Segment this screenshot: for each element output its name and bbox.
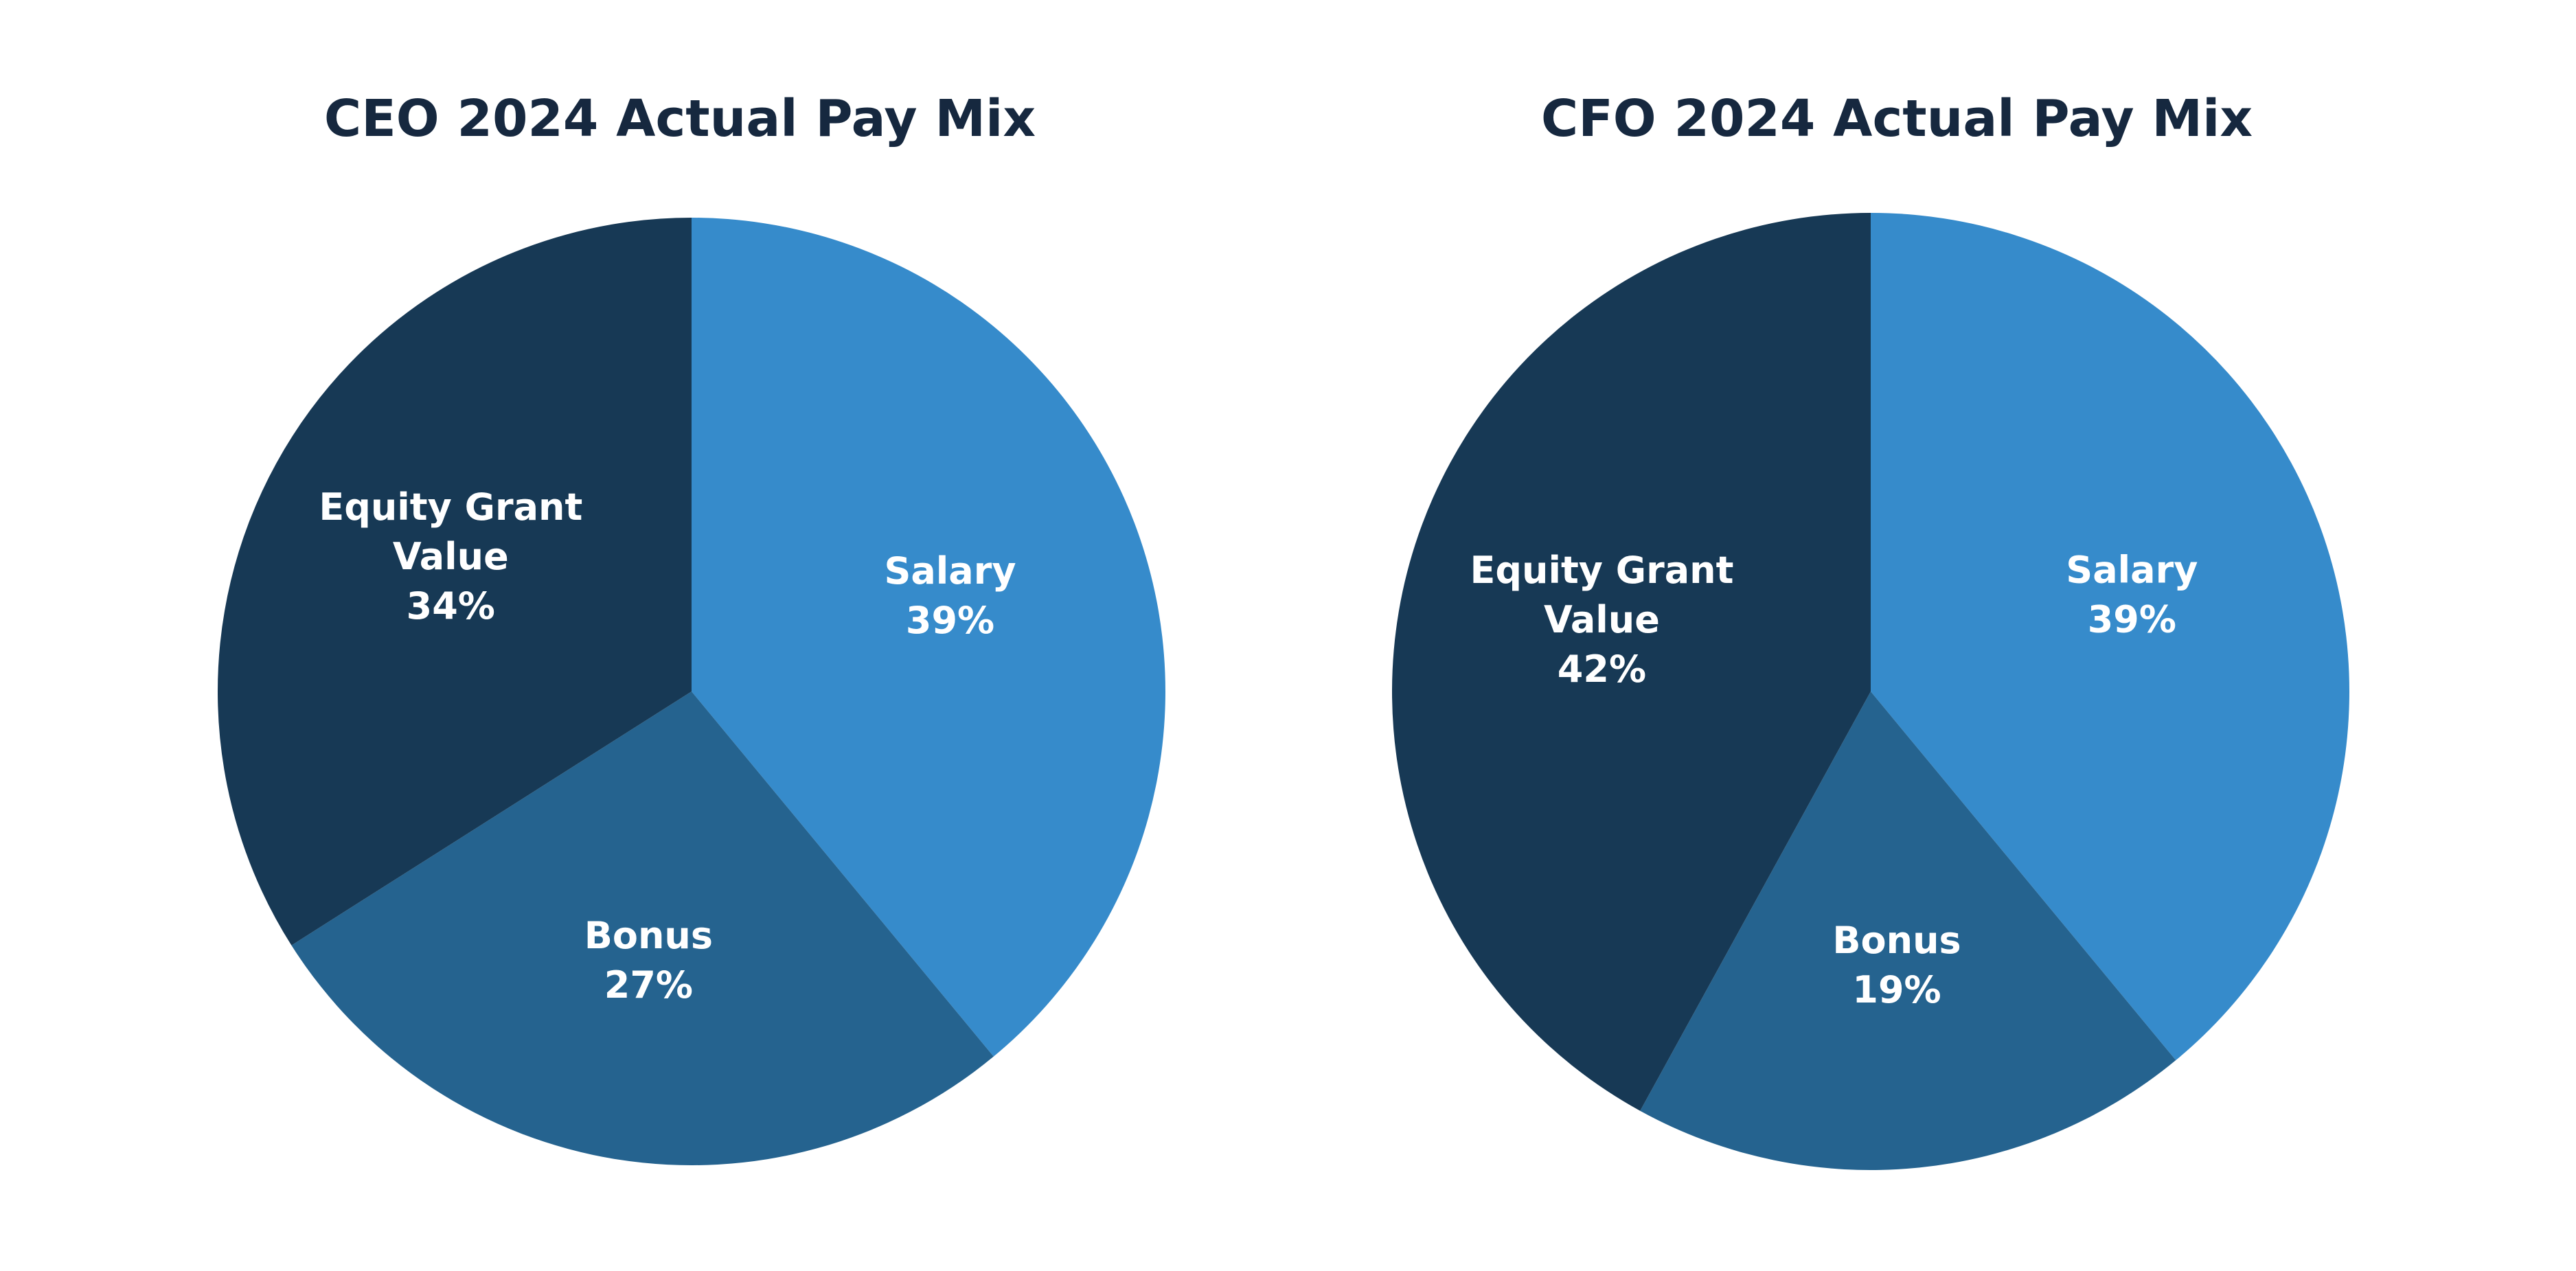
ceo-slice-equity-grant-value-value-label: 34% — [407, 584, 495, 628]
ceo-slice-salary — [692, 218, 1165, 1057]
ceo-pie-chart: Salary 39% Bonus 27% Equity Grant Value 34% — [217, 218, 1165, 1165]
cfo-slice-equity-grant-value-category-label: Equity Grant — [1470, 549, 1733, 592]
cfo-slice-salary-value-label: 39% — [2088, 598, 2176, 641]
ceo-slice-salary-value-label: 39% — [906, 599, 994, 642]
cfo-slice-salary-category-label: Salary — [2066, 549, 2198, 592]
cfo-slice-bonus — [1640, 691, 2176, 1171]
ceo-chart-title: CEO 2024 Actual Pay Mix — [323, 89, 1036, 148]
ceo-slice-bonus — [291, 691, 994, 1165]
cfo-chart-title: CFO 2024 Actual Pay Mix — [1540, 89, 2253, 148]
ceo-slice-bonus-category-label: Bonus — [584, 914, 713, 957]
ceo-slice-salary-category-label: Salary — [884, 549, 1016, 593]
ceo-slice-equity-grant-value — [217, 218, 692, 946]
cfo-slice-equity-grant-value-category-label: Value — [1544, 598, 1660, 641]
cfo-slice-bonus-category-label: Bonus — [1832, 919, 1961, 962]
ceo-slice-bonus-value-label: 27% — [604, 963, 693, 1007]
cfo-slice-equity-grant-value-value-label: 42% — [1558, 648, 1646, 691]
cfo-pie-chart: Salary 39% Bonus 19% Equity Grant Value 42% — [1391, 213, 2349, 1171]
cfo-slice-salary — [1871, 213, 2349, 1061]
cfo-slice-bonus-value-label: 19% — [1852, 968, 1941, 1011]
cfo-slice-equity-grant-value — [1391, 213, 1871, 1111]
ceo-slice-equity-grant-value-category-label: Equity Grant — [319, 485, 582, 529]
ceo-slice-equity-grant-value-category-label: Value — [393, 535, 509, 578]
